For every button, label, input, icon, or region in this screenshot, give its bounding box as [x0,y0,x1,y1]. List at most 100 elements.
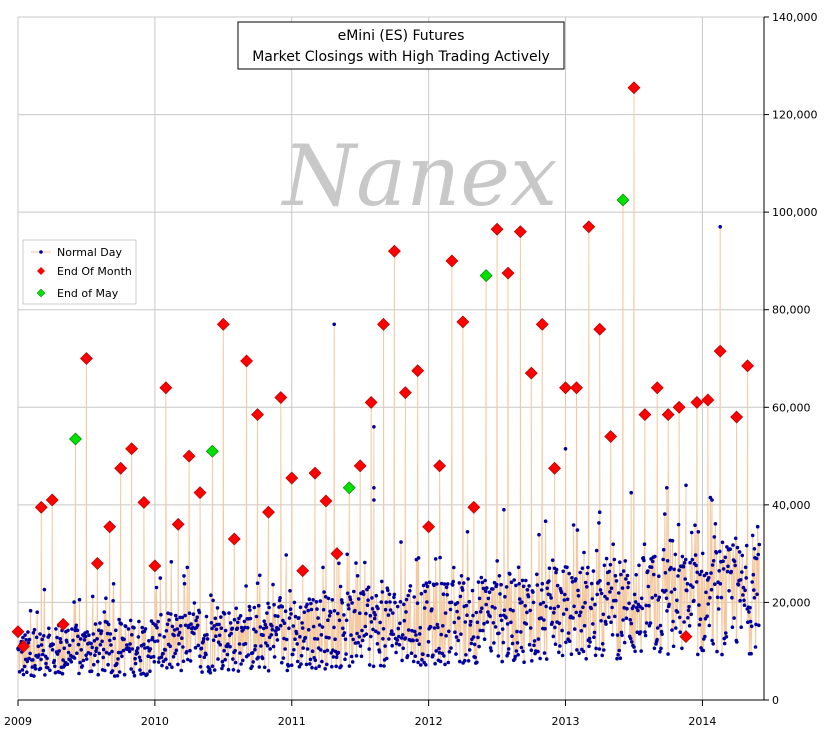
normal-day-point [83,634,88,639]
end-of-month-point [638,408,652,422]
normal-day-point [481,628,485,633]
normal-day-point [726,564,730,569]
normal-day-point [324,635,329,640]
normal-day-point [376,606,380,611]
normal-day-point [707,576,711,580]
normal-day-point [509,620,513,625]
normal-day-point [376,631,381,635]
normal-day-point [232,617,237,622]
normal-day-point [297,664,302,669]
normal-day-point [478,610,483,614]
normal-day-point [673,552,678,557]
normal-day-point [98,643,103,647]
normal-day-point [615,656,619,661]
normal-day-point [468,623,473,627]
normal-day-point [502,507,506,512]
normal-day-point [346,603,351,607]
normal-day-point [162,635,166,639]
normal-day-point [101,647,106,652]
normal-day-point [366,585,371,589]
normal-day-point [226,667,231,672]
normal-day-point [619,572,623,577]
normal-day-point [674,626,678,630]
normal-day-point [181,659,186,664]
end-of-month-point [45,493,59,507]
end-of-month-point [182,449,196,463]
normal-day-point [561,612,566,616]
normal-day-point [706,602,710,606]
normal-day-point [93,622,98,626]
normal-day-point [397,643,402,647]
normal-day-point [724,631,728,635]
normal-day-point [322,649,327,654]
normal-day-point [569,652,574,656]
normal-day-point [715,595,720,600]
normal-day-point [592,635,596,639]
normal-day-point [686,616,690,620]
normal-day-point [112,636,116,641]
normal-day-point [655,626,660,630]
normal-day-point [270,624,274,628]
normal-day-point [446,660,451,665]
end-of-month-point [445,254,459,268]
normal-day-point [665,486,669,490]
normal-day-point [459,574,464,578]
end-of-month-point [17,639,30,653]
normal-day-point [348,597,353,602]
normal-day-point [749,624,754,629]
normal-day-point [479,575,484,580]
normal-day-point [95,637,99,641]
normal-day-point [184,650,189,654]
normal-day-point [571,616,575,620]
normal-day-point [583,580,588,585]
normal-day-point [541,600,546,605]
normal-day-point [442,654,446,658]
normal-day-point [226,642,230,646]
normal-day-point [188,659,193,663]
normal-day-point [506,651,511,655]
normal-day-point [426,653,430,658]
end-of-month-point [593,322,607,336]
normal-day-point [570,580,575,584]
normal-day-point [344,652,348,656]
normal-day-point [509,580,514,584]
normal-day-point [233,660,238,665]
normal-day-point [347,607,351,611]
normal-day-point [406,593,411,598]
normal-day-point [330,598,335,602]
normal-day-point [466,577,470,581]
normal-day-point [133,656,137,661]
normal-day-point [725,569,730,574]
normal-day-point [424,581,429,585]
normal-day-point [152,660,157,664]
normal-day-point [741,593,745,597]
normal-day-point [90,645,94,650]
normal-day-point [411,638,415,643]
normal-day-point [230,626,235,631]
normal-day-point [363,624,368,629]
normal-day-point [147,639,151,643]
normal-day-point [748,619,753,624]
normal-day-point [589,581,594,586]
normal-day-point [204,614,209,619]
title-box [237,21,565,70]
normal-day-point [653,554,657,559]
normal-day-point [676,574,680,578]
end-of-month-point [330,547,344,561]
normal-day-point [252,605,257,610]
normal-day-point [332,609,337,613]
normal-day-point [659,646,663,651]
normal-day-point [585,571,590,576]
normal-day-point [345,591,350,596]
normal-day-point [536,637,541,641]
normal-day-point [565,597,570,602]
normal-day-point [602,563,607,568]
normal-day-point [192,631,196,636]
y-axis-ticks: 0 20,000 40,000 60,000 80,000 100,000 120,000 1… [764,11,818,707]
end-of-month-point [56,617,70,631]
normal-day-point [273,614,278,618]
normal-day-point [337,561,341,566]
normal-day-point [350,660,355,664]
normal-day-point [532,639,537,643]
normal-day-point [53,664,57,669]
